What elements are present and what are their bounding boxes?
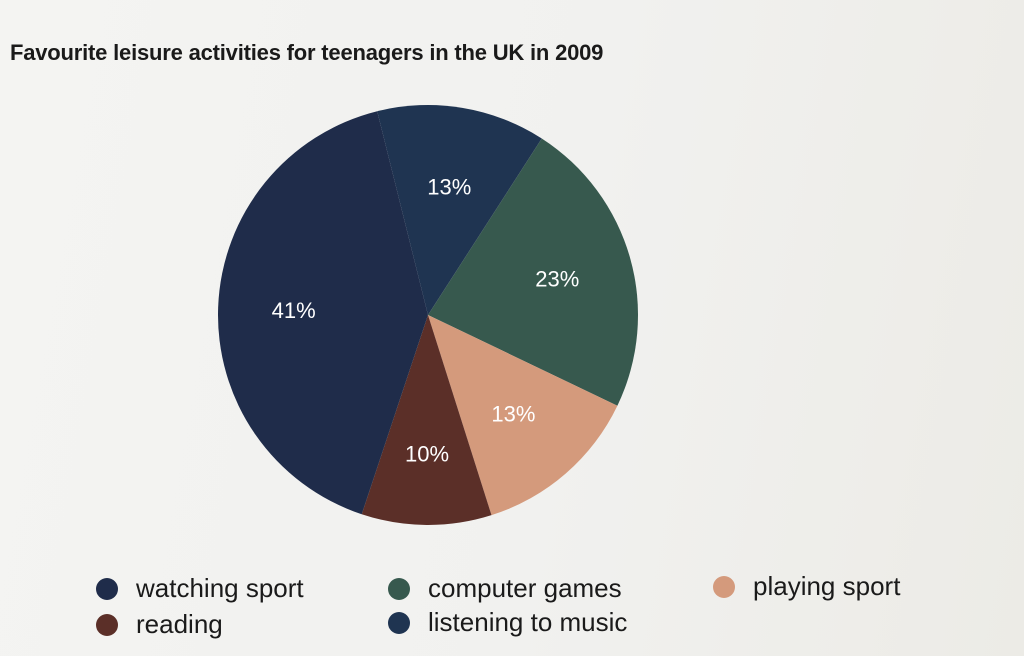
pie-label-reading: 10% <box>405 442 449 467</box>
legend-item-listening-to-music: listening to music <box>388 607 627 638</box>
legend-label-listening-to-music: listening to music <box>428 607 628 637</box>
pie-label-listening-to-music: 13% <box>427 175 471 200</box>
legend-item-computer-games: computer games <box>388 573 622 604</box>
legend-swatch-reading <box>96 613 118 636</box>
pie-slice-listening-to-music <box>377 105 542 315</box>
legend-label-computer-games: computer games <box>428 573 622 603</box>
legend-swatch-playing-sport <box>713 575 735 598</box>
legend-item-reading: reading <box>96 609 223 640</box>
chart-title: Favourite leisure activities for teenage… <box>10 40 604 65</box>
legend-label-watching-sport: watching sport <box>136 573 304 603</box>
legend-item-watching-sport: watching sport <box>96 573 304 604</box>
pie-label-computer-games: 23% <box>535 266 579 291</box>
pie-label-playing-sport: 13% <box>491 401 535 426</box>
pie-slice-watching-sport <box>218 111 428 515</box>
legend-swatch-listening-to-music <box>388 611 410 634</box>
legend-swatch-computer-games <box>388 577 410 600</box>
legend-swatch-watching-sport <box>96 577 118 600</box>
pie-slice-computer-games <box>428 138 638 406</box>
legend: watching sport computer games playing sp… <box>96 567 976 647</box>
legend-item-playing-sport: playing sport <box>713 571 900 602</box>
legend-label-reading: reading <box>136 609 223 639</box>
pie-label-watching-sport: 41% <box>272 298 316 323</box>
pie-slice-playing-sport <box>428 315 618 516</box>
pie-slice-reading <box>361 315 492 526</box>
legend-label-playing-sport: playing sport <box>753 571 901 601</box>
